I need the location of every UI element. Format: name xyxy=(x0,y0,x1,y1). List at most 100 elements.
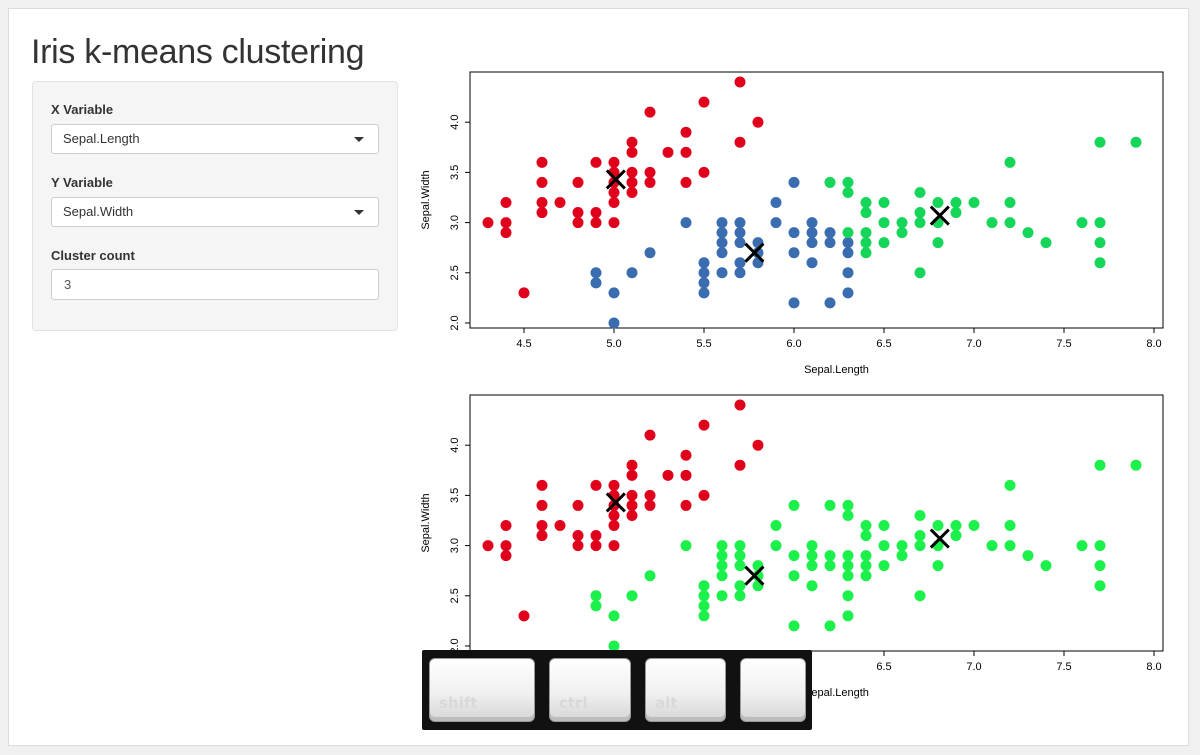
data-point xyxy=(626,146,638,158)
data-point xyxy=(500,520,512,532)
data-point xyxy=(500,227,512,239)
data-point xyxy=(878,560,890,572)
data-point xyxy=(518,287,530,299)
ctrl-key: ctrl xyxy=(549,658,631,722)
center-stroke xyxy=(605,492,626,513)
data-point xyxy=(626,136,638,148)
data-point xyxy=(986,540,998,552)
data-point xyxy=(752,439,764,451)
data-point xyxy=(536,499,548,511)
plot-frame xyxy=(469,394,1164,652)
data-point xyxy=(806,257,818,269)
data-point xyxy=(500,550,512,562)
data-point xyxy=(842,610,854,622)
data-point xyxy=(608,520,620,532)
data-point xyxy=(518,610,530,622)
data-point xyxy=(734,136,746,148)
data-point xyxy=(554,197,566,209)
data-point xyxy=(644,499,656,511)
data-point xyxy=(932,560,944,572)
data-point xyxy=(734,76,746,88)
data-point xyxy=(536,197,548,209)
y-tick-label: 2.5 xyxy=(449,265,461,280)
data-point xyxy=(734,399,746,411)
y-tick-label: 2.5 xyxy=(449,588,461,603)
data-point xyxy=(1022,227,1034,239)
data-point xyxy=(824,227,836,239)
y-tick-label: 3.0 xyxy=(449,215,461,230)
data-point xyxy=(680,449,692,461)
data-point xyxy=(644,166,656,178)
data-point xyxy=(1022,550,1034,562)
data-point xyxy=(608,186,620,198)
data-point xyxy=(896,227,908,239)
data-point xyxy=(1004,197,1016,209)
x-axis-label: Sepal.Length xyxy=(804,687,869,699)
data-point xyxy=(734,257,746,269)
data-point xyxy=(716,550,728,562)
data-point xyxy=(896,550,908,562)
data-point xyxy=(824,620,836,632)
data-point xyxy=(716,247,728,259)
data-point xyxy=(716,237,728,249)
data-point xyxy=(806,217,818,229)
data-point xyxy=(734,580,746,592)
data-point xyxy=(626,267,638,279)
data-point xyxy=(770,540,782,552)
data-point xyxy=(842,509,854,521)
data-point xyxy=(698,590,710,602)
y-tick-label: 3.5 xyxy=(449,488,461,503)
data-point xyxy=(608,610,620,622)
y-tick-label: 4.0 xyxy=(449,438,461,453)
y-axis-label: Sepal.Width xyxy=(420,170,432,229)
data-point xyxy=(608,509,620,521)
chevron-down-icon xyxy=(354,210,364,215)
data-point xyxy=(536,479,548,491)
data-point xyxy=(536,207,548,219)
data-point xyxy=(968,520,980,532)
data-point xyxy=(536,520,548,532)
data-point xyxy=(1094,580,1106,592)
data-point xyxy=(698,610,710,622)
chevron-down-icon xyxy=(354,137,364,142)
x-tick-label: 7.5 xyxy=(1056,338,1071,350)
data-point xyxy=(734,227,746,239)
data-point xyxy=(698,267,710,279)
data-point xyxy=(662,146,674,158)
data-point xyxy=(590,590,602,602)
data-point xyxy=(590,540,602,552)
data-point xyxy=(626,186,638,198)
y-variable-select[interactable]: Sepal.Width xyxy=(51,197,379,227)
data-point xyxy=(590,217,602,229)
data-point xyxy=(788,297,800,309)
data-point xyxy=(662,469,674,481)
data-point xyxy=(842,499,854,511)
data-point xyxy=(500,540,512,552)
data-point xyxy=(788,227,800,239)
data-point xyxy=(590,479,602,491)
data-point xyxy=(824,560,836,572)
data-point xyxy=(734,560,746,572)
shift-key-label: shift xyxy=(439,694,478,712)
data-point xyxy=(806,580,818,592)
data-point xyxy=(878,520,890,532)
data-point xyxy=(626,459,638,471)
data-point xyxy=(572,499,584,511)
x-variable-select[interactable]: Sepal.Length xyxy=(51,124,379,154)
data-point xyxy=(788,570,800,582)
data-point xyxy=(626,499,638,511)
data-point xyxy=(860,197,872,209)
scatter-plot-top-svg: 4.5 5.0 5.5 6.0 6.5 7.0 7.5 8.0 2.0 2.5 3.0 3.5 4.0 S… xyxy=(420,71,1164,376)
center-stroke xyxy=(744,565,765,586)
data-point xyxy=(698,600,710,612)
data-point xyxy=(680,176,692,188)
plot-frame xyxy=(469,71,1164,329)
data-point xyxy=(806,550,818,562)
ctrl-key-label: ctrl xyxy=(559,694,588,712)
data-point xyxy=(824,176,836,188)
data-point xyxy=(806,540,818,552)
data-point xyxy=(626,590,638,602)
cluster-count-input[interactable]: 3 xyxy=(51,269,379,300)
data-point xyxy=(608,640,620,652)
data-point xyxy=(644,106,656,118)
